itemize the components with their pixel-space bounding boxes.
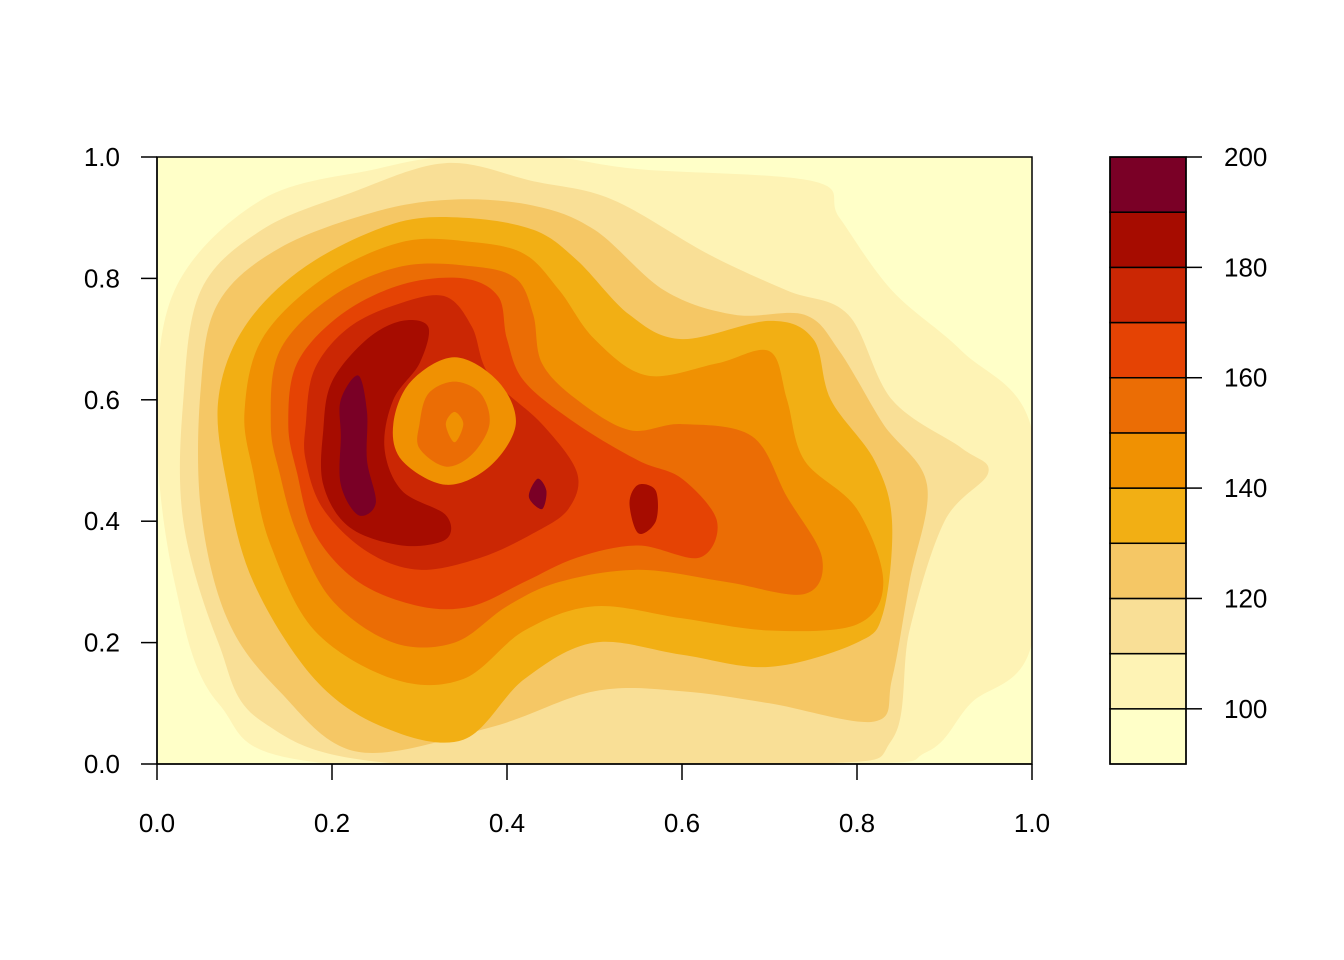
colorbar-band (1109, 542, 1187, 600)
colorbar-tick-label: 200 (1224, 142, 1267, 172)
colorbar-tick-label: 140 (1224, 473, 1267, 503)
x-tick-label: 0.0 (139, 808, 175, 838)
y-tick-label: 0.8 (84, 263, 120, 293)
colorbar-band (1109, 211, 1187, 269)
colorbar-band (1109, 321, 1187, 379)
x-tick-label: 0.2 (314, 808, 350, 838)
colorbar-tick-label: 100 (1224, 694, 1267, 724)
x-tick-label: 0.8 (839, 808, 875, 838)
x-tick-label: 1.0 (1014, 808, 1050, 838)
colorbar-tick-label: 120 (1224, 583, 1267, 613)
y-tick-label: 0.0 (84, 749, 120, 779)
colorbar-band (1109, 652, 1187, 710)
colorbar-band (1109, 266, 1187, 324)
x-tick-label: 0.4 (489, 808, 525, 838)
y-tick-label: 0.2 (84, 628, 120, 658)
x-axis-ticks: 0.0 0.2 0.4 0.6 0.8 1.0 (139, 764, 1050, 838)
contour-band (339, 375, 376, 516)
colorbar-band (1109, 432, 1187, 489)
contour-bands (157, 157, 1032, 764)
colorbar-band (1109, 708, 1187, 765)
y-axis: 0.0 0.2 0.4 0.6 0.8 1.0 (84, 142, 158, 779)
colorbar-ticks: 100 120 140 160 180 200 (1186, 142, 1267, 724)
colorbar-tick-label: 180 (1224, 252, 1267, 282)
colorbar-frame (1109, 156, 1187, 765)
colorbar-tick-label: 160 (1224, 363, 1267, 393)
y-tick-label: 1.0 (84, 142, 120, 172)
contour-field (157, 157, 1032, 764)
colorbar-band (1109, 487, 1187, 545)
colorbar-band (1109, 156, 1187, 213)
y-axis-ticks: 0.0 0.2 0.4 0.6 0.8 1.0 (84, 142, 157, 779)
contour-band (528, 478, 547, 510)
contour-band (629, 484, 658, 534)
y-tick-label: 0.6 (84, 385, 120, 415)
colorbar-bands (1109, 156, 1187, 765)
colorbar-band (1109, 376, 1187, 434)
x-tick-label: 0.6 (664, 808, 700, 838)
y-tick-label: 0.4 (84, 506, 120, 536)
colorbar-band (1109, 597, 1187, 655)
colorbar: 100 120 140 160 180 200 (1109, 142, 1267, 765)
x-axis: 0.0 0.2 0.4 0.6 0.8 1.0 (139, 763, 1050, 838)
contour-band (445, 411, 464, 443)
